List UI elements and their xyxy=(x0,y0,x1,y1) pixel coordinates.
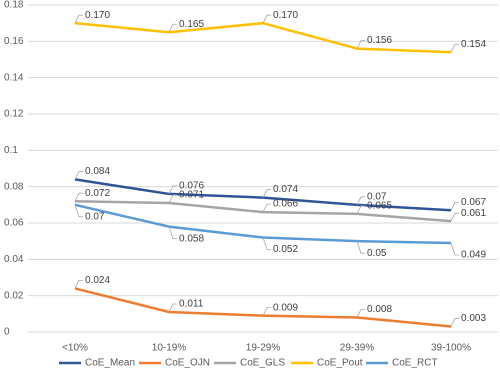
x-tick-label: 10-19% xyxy=(152,343,187,354)
label-leader xyxy=(168,226,177,240)
series-line xyxy=(74,203,452,245)
label-leader xyxy=(74,170,83,180)
label-leader xyxy=(356,241,365,254)
legend-label: CoE_GLS xyxy=(240,358,285,369)
data-label: 0.170 xyxy=(273,10,298,21)
x-tick-label: <10% xyxy=(62,343,88,354)
data-label: 0.072 xyxy=(85,188,110,199)
y-tick-label: 0.1 xyxy=(4,145,18,156)
y-tick-label: 0 xyxy=(4,327,10,338)
label-leader xyxy=(262,189,271,198)
data-label: 0.066 xyxy=(273,199,298,210)
data-label: 0.049 xyxy=(461,250,486,261)
label-leader xyxy=(262,14,271,24)
y-tick-label: 0.14 xyxy=(4,72,24,83)
label-leader xyxy=(450,201,459,211)
x-tick-label: 39-100% xyxy=(431,343,471,354)
label-leader xyxy=(262,237,271,250)
label-leader xyxy=(74,192,83,202)
data-label: 0.008 xyxy=(367,304,392,315)
label-leader xyxy=(74,14,83,24)
legend-label: CoE_Pout xyxy=(317,358,363,369)
legend-label: CoE_Mean xyxy=(85,358,135,369)
legend-label: CoE_RCT xyxy=(392,358,438,369)
x-tick-label: 19-29% xyxy=(246,343,281,354)
x-tick-label: 29-39% xyxy=(340,343,375,354)
data-label: 0.065 xyxy=(367,201,392,212)
data-label: 0.052 xyxy=(273,244,298,255)
data-label: 0.170 xyxy=(85,10,110,21)
data-label: 0.154 xyxy=(461,39,486,50)
series-line xyxy=(74,21,452,54)
label-leader xyxy=(356,205,365,215)
data-label: 0.165 xyxy=(179,19,204,30)
data-label: 0.011 xyxy=(179,299,204,310)
label-leader xyxy=(262,307,271,316)
label-leader xyxy=(450,242,459,256)
label-leader xyxy=(450,318,459,327)
data-label: 0.156 xyxy=(367,35,392,46)
label-leader xyxy=(74,279,83,289)
label-leader xyxy=(450,43,459,53)
label-leader xyxy=(168,303,177,313)
y-tick-label: 0.02 xyxy=(4,290,24,301)
series-line xyxy=(74,178,452,212)
label-leader xyxy=(168,23,177,33)
y-tick-label: 0.12 xyxy=(4,109,24,120)
label-leader xyxy=(356,40,365,49)
label-leader xyxy=(450,212,459,222)
data-label: 0.058 xyxy=(179,233,204,244)
label-leader xyxy=(356,309,365,318)
series-line xyxy=(74,287,452,328)
label-leader xyxy=(262,203,271,213)
data-label: 0.076 xyxy=(179,181,204,192)
data-label: 0.084 xyxy=(85,166,110,177)
data-label: 0.074 xyxy=(273,184,298,195)
data-label: 0.07 xyxy=(85,211,105,222)
label-leader xyxy=(74,204,83,218)
label-leader xyxy=(356,196,365,206)
data-label: 0.07 xyxy=(367,191,387,202)
y-tick-label: 0.04 xyxy=(4,254,24,265)
data-label: 0.067 xyxy=(461,197,486,208)
data-label: 0.003 xyxy=(461,313,486,324)
y-tick-label: 0.06 xyxy=(4,218,24,229)
data-label: 0.024 xyxy=(85,275,110,286)
y-tick-label: 0.18 xyxy=(4,0,24,11)
data-label: 0.009 xyxy=(273,302,298,313)
data-label: 0.05 xyxy=(367,248,387,259)
data-label: 0.071 xyxy=(179,190,204,201)
data-label: 0.061 xyxy=(461,208,486,219)
label-leader xyxy=(168,185,177,195)
label-leader xyxy=(168,194,177,204)
y-tick-label: 0.08 xyxy=(4,181,24,192)
y-tick-label: 0.16 xyxy=(4,36,24,47)
legend-label: CoE_OJN xyxy=(165,358,210,369)
